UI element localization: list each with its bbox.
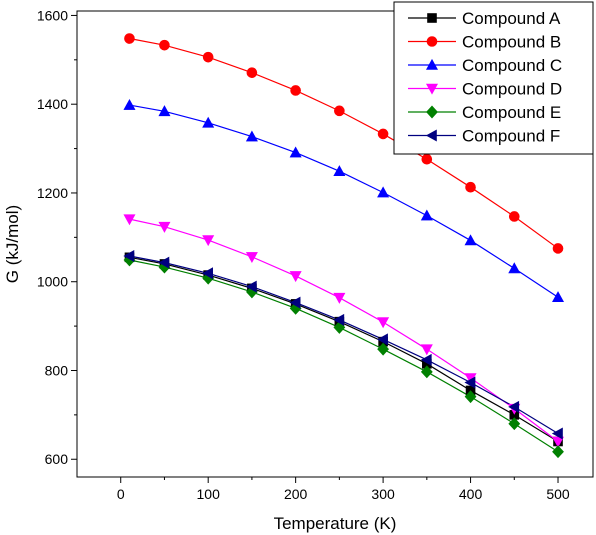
series-line-4 bbox=[129, 218, 559, 442]
y-tick-label: 1000 bbox=[37, 274, 68, 290]
series-point-3 bbox=[377, 186, 390, 198]
legend-marker-1 bbox=[427, 13, 437, 23]
x-axis-title: Temperature (K) bbox=[274, 514, 397, 533]
series-point-4 bbox=[202, 235, 215, 247]
axis-ticks: 0 100 200 300 400 500 600 800 1000 1200 1400 1600 bbox=[37, 7, 570, 502]
series-line-1 bbox=[129, 256, 559, 443]
legend-label-5: Compound E bbox=[462, 103, 561, 122]
series-point-2 bbox=[377, 128, 389, 140]
series-point-3 bbox=[202, 116, 215, 128]
series-point-6 bbox=[123, 249, 135, 262]
series-point-4 bbox=[123, 214, 136, 226]
x-tick-label: 500 bbox=[546, 486, 570, 502]
series-point-2 bbox=[421, 153, 433, 165]
series-line-6 bbox=[129, 255, 559, 435]
legend-marker-2 bbox=[426, 36, 438, 47]
legend-marker-4 bbox=[425, 83, 439, 95]
series-point-6 bbox=[333, 313, 345, 326]
series-point-6 bbox=[420, 353, 432, 366]
series-point-3 bbox=[245, 130, 258, 142]
series-point-5 bbox=[552, 445, 564, 459]
series-point-2 bbox=[465, 181, 476, 193]
legend-label-4: Compound D bbox=[462, 80, 562, 99]
series-point-5 bbox=[420, 365, 433, 379]
y-axis-title: G (kJ/mol) bbox=[3, 205, 22, 283]
series-point-4 bbox=[552, 436, 565, 448]
legend-marker-5 bbox=[426, 105, 438, 119]
legend-marker-3 bbox=[425, 58, 439, 70]
series-point-2 bbox=[290, 85, 301, 96]
series-point-3 bbox=[508, 262, 521, 274]
series-point-2 bbox=[124, 33, 135, 44]
series-point-6 bbox=[158, 256, 170, 269]
series-point-5 bbox=[508, 417, 521, 431]
y-tick-label: 1200 bbox=[37, 185, 68, 201]
series-point-2 bbox=[159, 39, 170, 51]
series-point-5 bbox=[464, 390, 477, 404]
series-point-3 bbox=[333, 165, 346, 177]
series-point-3 bbox=[158, 105, 171, 117]
series-point-3 bbox=[464, 234, 477, 246]
series-point-4 bbox=[333, 292, 346, 304]
series-point-3 bbox=[552, 291, 565, 303]
series-point-2 bbox=[508, 211, 520, 222]
x-tick-label: 200 bbox=[284, 486, 308, 502]
x-tick-label: 400 bbox=[459, 486, 483, 502]
y-tick-label: 1400 bbox=[37, 96, 68, 112]
legend-label-6: Compound F bbox=[462, 127, 560, 146]
x-tick-label: 100 bbox=[197, 486, 221, 502]
y-tick-label: 600 bbox=[45, 451, 69, 467]
legend-box bbox=[393, 1, 594, 155]
x-tick-label: 0 bbox=[117, 486, 125, 502]
series-point-4 bbox=[377, 317, 390, 329]
series-point-2 bbox=[202, 51, 214, 63]
series-point-5 bbox=[377, 342, 390, 356]
series-point-2 bbox=[246, 67, 258, 78]
legend-label-3: Compound C bbox=[462, 56, 562, 75]
series-point-6 bbox=[376, 333, 388, 346]
series-markers bbox=[123, 33, 565, 459]
series-point-4 bbox=[245, 252, 258, 263]
series-point-4 bbox=[158, 221, 171, 233]
series-point-6 bbox=[464, 376, 476, 389]
plot-frame bbox=[76, 10, 594, 478]
series-point-3 bbox=[289, 146, 302, 158]
series-point-3 bbox=[420, 209, 433, 221]
series-point-2 bbox=[552, 243, 564, 254]
x-tick-label: 300 bbox=[371, 486, 395, 502]
series-point-4 bbox=[289, 271, 302, 283]
series-point-2 bbox=[334, 105, 345, 117]
series-point-6 bbox=[289, 296, 301, 309]
series-point-6 bbox=[551, 427, 563, 440]
series-point-6 bbox=[245, 280, 257, 293]
legend: Compound A Compound B Compound C Compound D… bbox=[393, 1, 594, 155]
series-point-6 bbox=[508, 400, 520, 413]
y-tick-label: 800 bbox=[45, 362, 69, 378]
y-tick-label: 1600 bbox=[37, 7, 68, 23]
legend-label-1: Compound A bbox=[462, 9, 561, 28]
series-line-5 bbox=[129, 259, 559, 453]
series-point-3 bbox=[123, 98, 136, 110]
series-point-4 bbox=[420, 344, 433, 356]
legend-marker-6 bbox=[425, 129, 437, 142]
legend-label-2: Compound B bbox=[462, 33, 561, 52]
series-point-6 bbox=[202, 267, 213, 280]
